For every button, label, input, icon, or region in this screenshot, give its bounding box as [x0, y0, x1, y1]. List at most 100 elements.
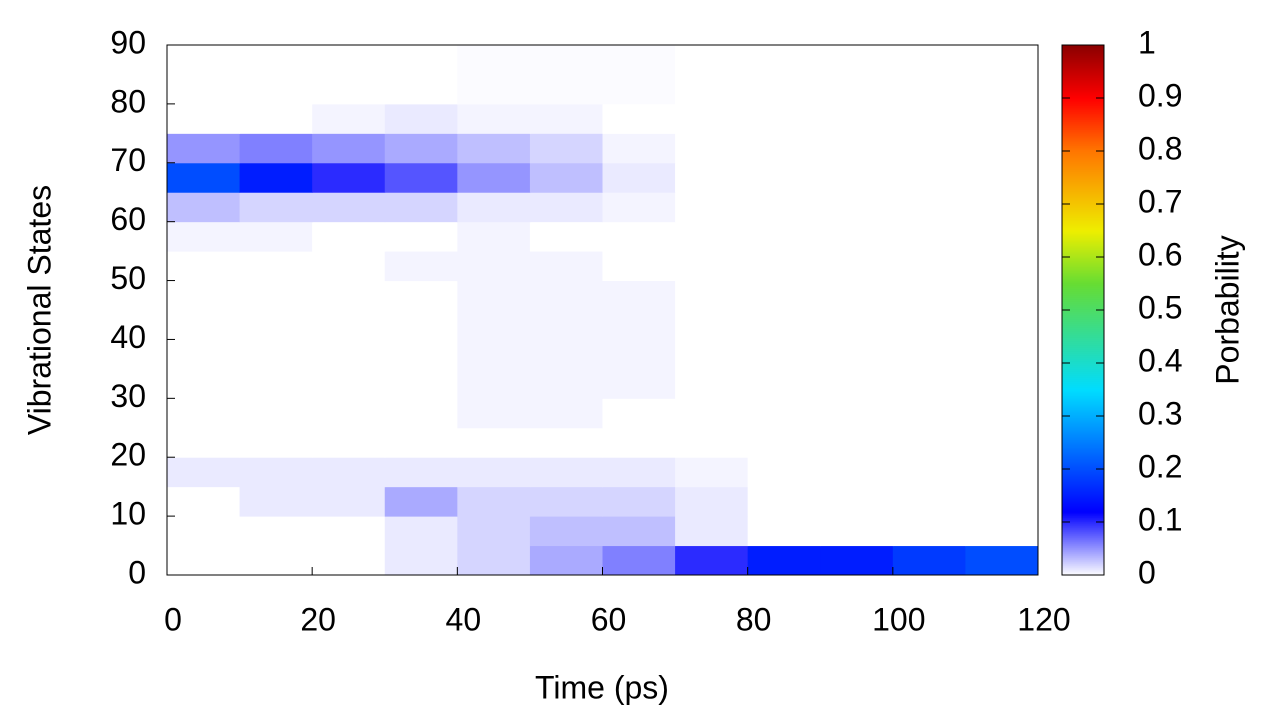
colorbar-strip	[1062, 431, 1104, 434]
colorbar-strip	[1062, 199, 1104, 202]
colorbar-strip	[1062, 167, 1104, 170]
heatmap-cell	[965, 368, 1039, 399]
colorbar-strip	[1062, 567, 1104, 570]
colorbar-strip	[1062, 347, 1104, 350]
heatmap-cell	[820, 192, 894, 223]
heatmap-cell	[820, 133, 894, 164]
colorbar-tick-label: 0.5	[1138, 289, 1182, 325]
colorbar-strip	[1062, 281, 1104, 284]
colorbar-strip	[1062, 291, 1104, 294]
heatmap-cell	[602, 310, 676, 340]
colorbar-strip	[1062, 105, 1104, 108]
y-tick-label: 20	[110, 437, 146, 473]
heatmap-cell	[529, 368, 603, 399]
x-tick-label: 80	[736, 601, 772, 637]
heatmap-cell	[239, 398, 313, 429]
heatmap-cell	[384, 545, 458, 576]
heatmap-cell	[820, 310, 894, 340]
colorbar-strip	[1062, 261, 1104, 264]
colorbar-strip	[1062, 315, 1104, 318]
colorbar-strip	[1062, 563, 1104, 566]
heatmap-cell	[820, 339, 894, 370]
heatmap-cell	[820, 457, 894, 488]
heatmap-cell	[312, 516, 386, 547]
heatmap-cell	[457, 221, 531, 252]
heatmap-cell	[892, 545, 966, 576]
colorbar-strip	[1062, 535, 1104, 538]
colorbar-strip	[1062, 215, 1104, 218]
heatmap-cell	[965, 251, 1039, 282]
heatmap-cell	[747, 545, 821, 576]
colorbar-strip	[1062, 437, 1104, 440]
colorbar-strip	[1062, 421, 1104, 424]
colorbar-strip	[1062, 91, 1104, 94]
colorbar-strip	[1062, 51, 1104, 54]
colorbar-strip	[1062, 45, 1104, 48]
heatmap-cell	[239, 251, 313, 282]
heatmap-cell	[167, 486, 241, 517]
colorbar-strip	[1062, 297, 1104, 300]
colorbar-strip	[1062, 211, 1104, 214]
colorbar-strip	[1062, 121, 1104, 124]
colorbar-strip	[1062, 139, 1104, 142]
heatmap-cell	[312, 103, 386, 134]
heatmap-cell	[892, 280, 966, 311]
colorbar-strip	[1062, 317, 1104, 320]
heatmap-cell	[167, 398, 241, 429]
heatmap-cell	[675, 162, 749, 193]
heatmap-cell	[457, 74, 531, 105]
x-tick-label: 40	[446, 601, 482, 637]
colorbar-strip	[1062, 175, 1104, 178]
heatmap-cell	[602, 457, 676, 488]
colorbar-strip	[1062, 189, 1104, 192]
heatmap-cell	[167, 192, 241, 223]
colorbar-strip	[1062, 515, 1104, 518]
heatmap-cell	[747, 192, 821, 223]
heatmap-cell	[675, 310, 749, 340]
colorbar-strip	[1062, 407, 1104, 410]
colorbar-strip	[1062, 417, 1104, 420]
heatmap-cell	[602, 45, 676, 75]
heatmap-cell	[602, 516, 676, 547]
y-tick-label: 0	[128, 554, 146, 590]
colorbar-strip	[1062, 333, 1104, 336]
heatmap-cell	[820, 45, 894, 75]
heatmap-cell	[820, 162, 894, 193]
colorbar-strip	[1062, 325, 1104, 328]
heatmap-cell	[965, 486, 1039, 517]
heatmap-cell	[747, 74, 821, 105]
colorbar-strip	[1062, 337, 1104, 340]
colorbar-strip	[1062, 87, 1104, 90]
heatmap-cell	[457, 280, 531, 311]
colorbar-strip	[1062, 489, 1104, 492]
colorbar-strip	[1062, 541, 1104, 544]
heatmap-cell	[529, 545, 603, 576]
colorbar-strip	[1062, 273, 1104, 276]
colorbar-strip	[1062, 511, 1104, 514]
colorbar-strip	[1062, 493, 1104, 496]
heatmap-cell	[239, 427, 313, 458]
colorbar-strip	[1062, 483, 1104, 486]
colorbar-strip	[1062, 219, 1104, 222]
colorbar-strip	[1062, 385, 1104, 388]
y-tick-label: 70	[110, 142, 146, 178]
colorbar-strip	[1062, 475, 1104, 478]
heatmap-cell	[312, 457, 386, 488]
colorbar-strip	[1062, 327, 1104, 330]
colorbar-strip	[1062, 79, 1104, 82]
colorbar-strip	[1062, 203, 1104, 206]
colorbar-strip	[1062, 285, 1104, 288]
colorbar-strip	[1062, 77, 1104, 80]
colorbar-strip	[1062, 357, 1104, 360]
heatmap-cell	[965, 280, 1039, 311]
colorbar-strip	[1062, 155, 1104, 158]
heatmap-cell	[457, 339, 531, 370]
colorbar-strip	[1062, 339, 1104, 342]
heatmap-cell	[384, 251, 458, 282]
colorbar-strip	[1062, 217, 1104, 220]
colorbar-strip	[1062, 319, 1104, 322]
colorbar-strip	[1062, 365, 1104, 368]
colorbar-strip	[1062, 119, 1104, 122]
colorbar-strip	[1062, 387, 1104, 390]
colorbar-tick-label: 0.9	[1138, 77, 1182, 113]
